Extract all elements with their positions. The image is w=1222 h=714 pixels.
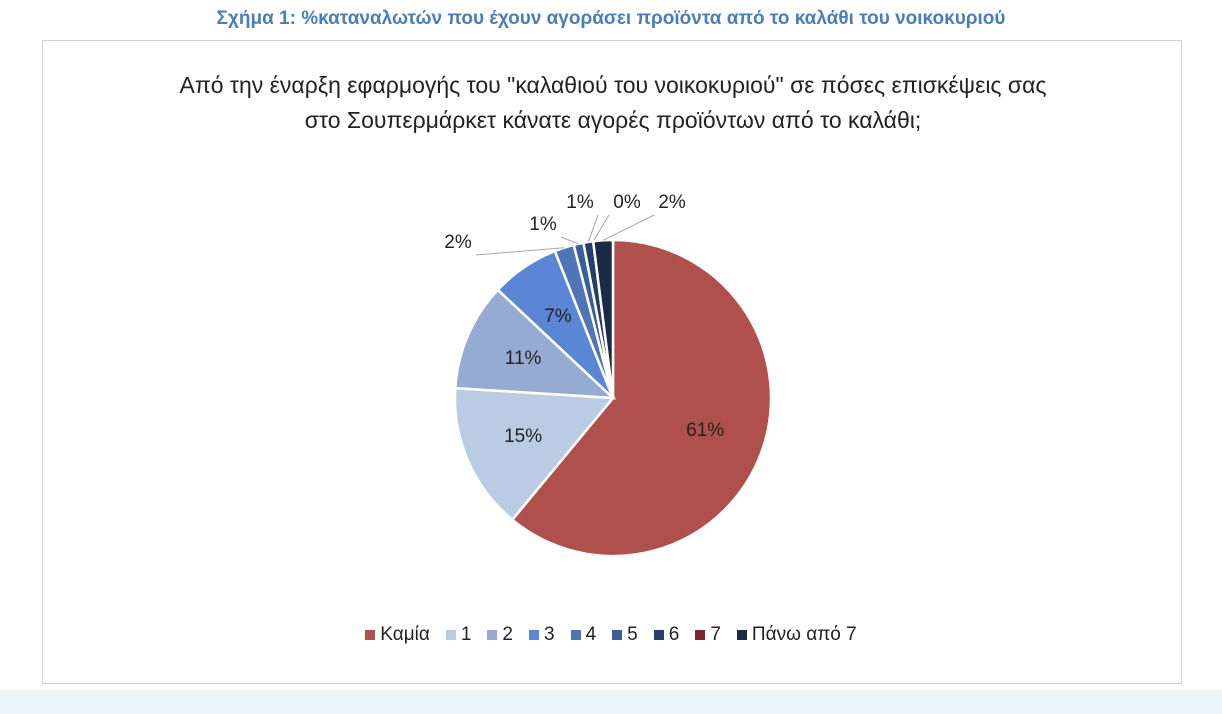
legend-label: 2 — [502, 624, 513, 645]
data-label: 7% — [544, 306, 572, 327]
legend-item: Πάνω από 7 — [736, 624, 857, 646]
data-label: 11% — [505, 348, 542, 369]
legend-label: Πάνω από 7 — [751, 624, 857, 645]
legend-swatch — [487, 630, 498, 640]
legend-swatch — [612, 630, 623, 640]
data-label: 2% — [444, 232, 472, 253]
legend-item: 3 — [529, 624, 555, 646]
legend-label: Καμία — [380, 624, 430, 645]
legend-label: 6 — [668, 624, 680, 645]
legend-swatch — [653, 630, 664, 640]
legend-label: 7 — [710, 624, 721, 645]
legend-item: 1 — [445, 624, 472, 646]
page-band — [0, 690, 1222, 714]
legend-item: 5 — [612, 624, 638, 646]
pie-slice — [453, 386, 616, 522]
data-label: 15% — [504, 426, 542, 447]
leader-line — [592, 214, 610, 242]
legend-item: Καμία — [365, 624, 430, 646]
leader-line — [602, 214, 655, 241]
data-label: 1% — [566, 192, 594, 213]
legend-swatch — [529, 630, 539, 640]
figure-caption: Σχήμα 1: %καταναλωτών που έχουν αγοράσει… — [216, 8, 1006, 29]
legend: Καμία 1 2 3 4 5 6 7 Πάνω από 7 — [0, 624, 1222, 646]
leader-line — [560, 236, 579, 245]
data-label: 2% — [658, 192, 686, 213]
legend-swatch — [365, 630, 376, 640]
legend-swatch — [570, 630, 581, 640]
data-label: 1% — [529, 214, 557, 235]
legend-label: 5 — [627, 624, 638, 645]
legend-swatch — [445, 630, 456, 640]
data-label: 61% — [686, 420, 724, 441]
legend-label: 3 — [544, 624, 555, 645]
legend-item: 4 — [570, 624, 597, 646]
chart-frame — [42, 40, 1182, 684]
data-label: 0% — [613, 192, 641, 213]
legend-label: 4 — [585, 624, 597, 645]
pie-slice — [591, 238, 615, 399]
pie-slice — [453, 288, 617, 400]
leader-line — [587, 214, 599, 243]
pie-slice — [510, 238, 773, 558]
leader-line — [475, 247, 565, 256]
legend-item: 7 — [695, 624, 721, 646]
legend-swatch — [695, 630, 706, 640]
legend-swatch — [736, 630, 747, 640]
chart-title: Από την έναρξη εφαρμογής του "καλαθιού τ… — [179, 72, 1047, 133]
legend-item: 6 — [653, 624, 680, 646]
legend-label: 1 — [460, 624, 472, 645]
legend-item: 2 — [487, 624, 513, 646]
